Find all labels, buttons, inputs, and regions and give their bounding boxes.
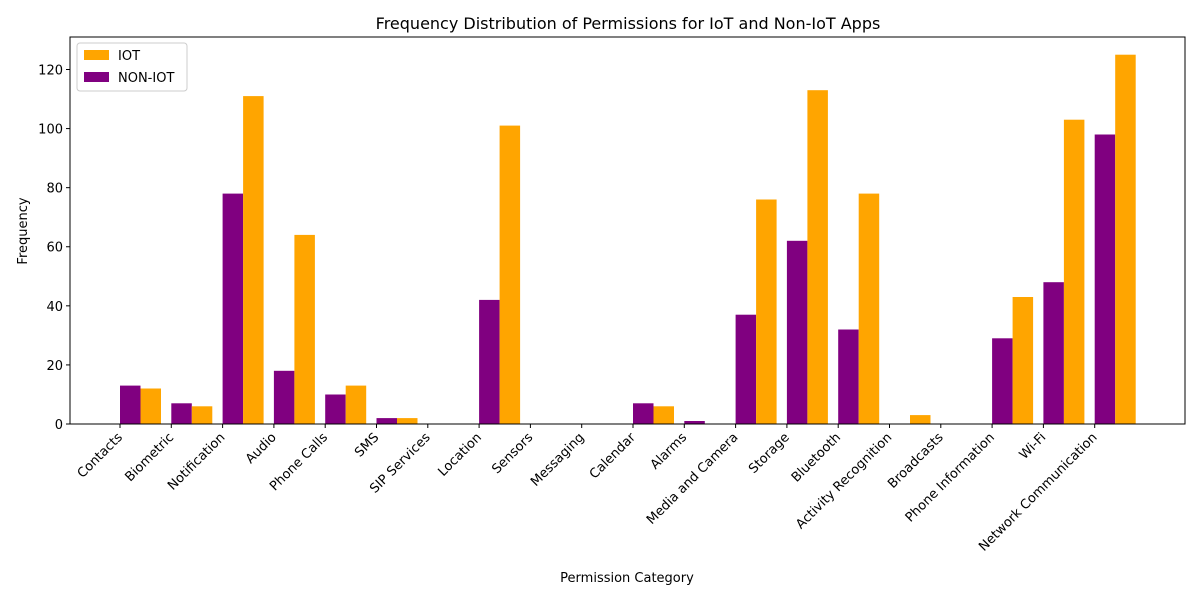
x-tick-label-3: Audio [243, 430, 280, 467]
bar-iot-3 [294, 234, 315, 424]
x-tick-label-15: Activity Recognition [793, 430, 895, 532]
x-tick-label-5: SMS [352, 430, 382, 460]
bar-iot-4 [345, 385, 367, 424]
bar-non-iot-10 [633, 403, 654, 424]
x-tick-label-14: Bluetooth [789, 430, 844, 485]
bar-non-iot-18 [1043, 282, 1064, 424]
x-axis-label: Permission Category [560, 571, 694, 586]
bar-iot-19 [1115, 54, 1136, 424]
bar-non-iot-7 [479, 299, 500, 424]
x-tick-label-10: Calendar [587, 430, 639, 482]
legend-label-non-iot: NON-IOT [118, 71, 174, 86]
x-tick-label-8: Sensors [489, 430, 536, 477]
y-tick-label-4: 80 [46, 182, 63, 197]
bar-non-iot-1 [171, 403, 192, 424]
x-tick-label-7: Location [435, 430, 484, 479]
bar-iot-14 [858, 193, 880, 424]
bar-iot-0 [140, 388, 161, 424]
bar-iot-17 [1012, 297, 1034, 424]
bar-iot-13 [807, 90, 828, 424]
bar-non-iot-4 [325, 394, 346, 424]
x-tick-label-13: Storage [746, 430, 793, 477]
bar-non-iot-19 [1094, 134, 1116, 424]
y-tick-label-3: 60 [46, 241, 63, 256]
legend-swatch-iot [84, 50, 109, 60]
legend-label-iot: IOT [118, 49, 140, 64]
y-tick-label-1: 20 [46, 359, 63, 374]
bar-iot-12 [756, 199, 777, 424]
bar-non-iot-12 [735, 314, 757, 424]
bars-layer [120, 54, 1136, 424]
y-axis: 0 20 40 60 80 100 120 [38, 63, 70, 433]
legend-swatch-non-iot [84, 72, 109, 82]
x-tick-label-18: Wi-Fi [1017, 430, 1050, 463]
bar-iot-15 [910, 415, 931, 424]
bar-non-iot-14 [838, 329, 859, 424]
y-tick-label-5: 100 [38, 123, 63, 138]
bar-iot-7 [499, 125, 521, 424]
y-axis-label: Frequency [16, 197, 31, 264]
bar-iot-2 [243, 96, 264, 424]
x-tick-label-17: Phone Information [903, 430, 998, 525]
bar-iot-10 [653, 406, 674, 424]
chart-title: Frequency Distribution of Permissions fo… [376, 14, 881, 33]
legend: IOT NON-IOT [76, 42, 188, 92]
bar-non-iot-3 [273, 370, 295, 424]
bar-non-iot-17 [992, 338, 1013, 424]
bar-iot-5 [397, 418, 418, 424]
y-tick-label-0: 0 [55, 418, 63, 433]
bar-iot-18 [1063, 119, 1085, 424]
bar-non-iot-11 [684, 421, 705, 424]
bar-non-iot-0 [120, 385, 141, 424]
bar-non-iot-2 [222, 193, 244, 424]
bar-non-iot-5 [376, 418, 397, 424]
x-tick-label-11: Alarms [648, 430, 691, 473]
y-tick-label-2: 40 [46, 300, 63, 315]
x-tick-label-12: Media and Camera [644, 430, 741, 527]
bar-iot-1 [191, 406, 213, 424]
plot-area-frame [69, 36, 1186, 425]
x-tick-label-9: Messaging [528, 430, 587, 489]
y-tick-label-6: 120 [38, 63, 63, 78]
x-tick-label-1: Biometric [122, 430, 177, 485]
x-tick-label-0: Contacts [75, 430, 126, 481]
bar-non-iot-13 [786, 240, 808, 424]
